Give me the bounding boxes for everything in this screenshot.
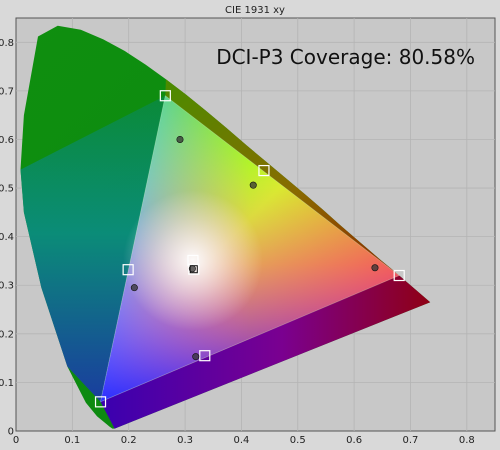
y-tick-label: 0.4 bbox=[0, 232, 14, 243]
x-tick-label: 0.2 bbox=[121, 435, 137, 446]
target-marker bbox=[188, 263, 200, 275]
chart-title: CIE 1931 xy bbox=[225, 5, 285, 16]
measured-point bbox=[130, 284, 138, 292]
locus-edge-region bbox=[165, 79, 431, 303]
y-tick-label: 0.6 bbox=[0, 135, 14, 146]
measured-point bbox=[188, 265, 196, 273]
locus-purple-region bbox=[100, 275, 431, 429]
y-tick-label: 0.7 bbox=[0, 86, 14, 97]
gamut-triangle-outline bbox=[99, 94, 400, 403]
target-marker bbox=[94, 396, 107, 408]
y-tick-label: 0.8 bbox=[0, 38, 14, 49]
measured-point bbox=[192, 353, 200, 361]
target-marker bbox=[393, 269, 405, 282]
x-tick-label: 0.5 bbox=[290, 435, 306, 446]
coverage-annotation: DCI-P3 Coverage: 80.58% bbox=[216, 45, 475, 69]
target-marker bbox=[122, 264, 134, 276]
x-tick-label: 0.7 bbox=[403, 435, 419, 446]
target-marker bbox=[159, 90, 171, 102]
x-tick-label: 0 bbox=[13, 435, 19, 446]
measured-points bbox=[130, 135, 379, 361]
y-axis: 0 0.1 0.2 0.3 0.4 0.5 0.6 0.7 0.8 bbox=[0, 38, 14, 438]
target-marker bbox=[199, 350, 211, 362]
x-tick-label: 0.1 bbox=[64, 435, 80, 446]
measured-point bbox=[371, 264, 379, 272]
x-tick-label: 0.3 bbox=[177, 435, 193, 446]
y-tick-label: 0.2 bbox=[0, 329, 14, 340]
white-point-glow bbox=[122, 190, 263, 331]
x-axis: 0 0.1 0.2 0.3 0.4 0.5 0.6 0.7 0.8 bbox=[13, 435, 475, 446]
measured-point bbox=[176, 135, 184, 143]
target-marker bbox=[258, 164, 270, 177]
x-tick-label: 0.6 bbox=[346, 435, 362, 446]
x-tick-label: 0.8 bbox=[459, 435, 475, 446]
x-tick-label: 0.4 bbox=[233, 435, 249, 446]
locus-cyan-region bbox=[20, 95, 166, 402]
y-tick-label: 0.5 bbox=[0, 184, 14, 195]
y-tick-label: 0.3 bbox=[0, 281, 14, 292]
y-tick-label: 0.1 bbox=[0, 378, 14, 389]
y-tick-label: 0 bbox=[8, 427, 14, 438]
measured-point bbox=[249, 181, 257, 189]
